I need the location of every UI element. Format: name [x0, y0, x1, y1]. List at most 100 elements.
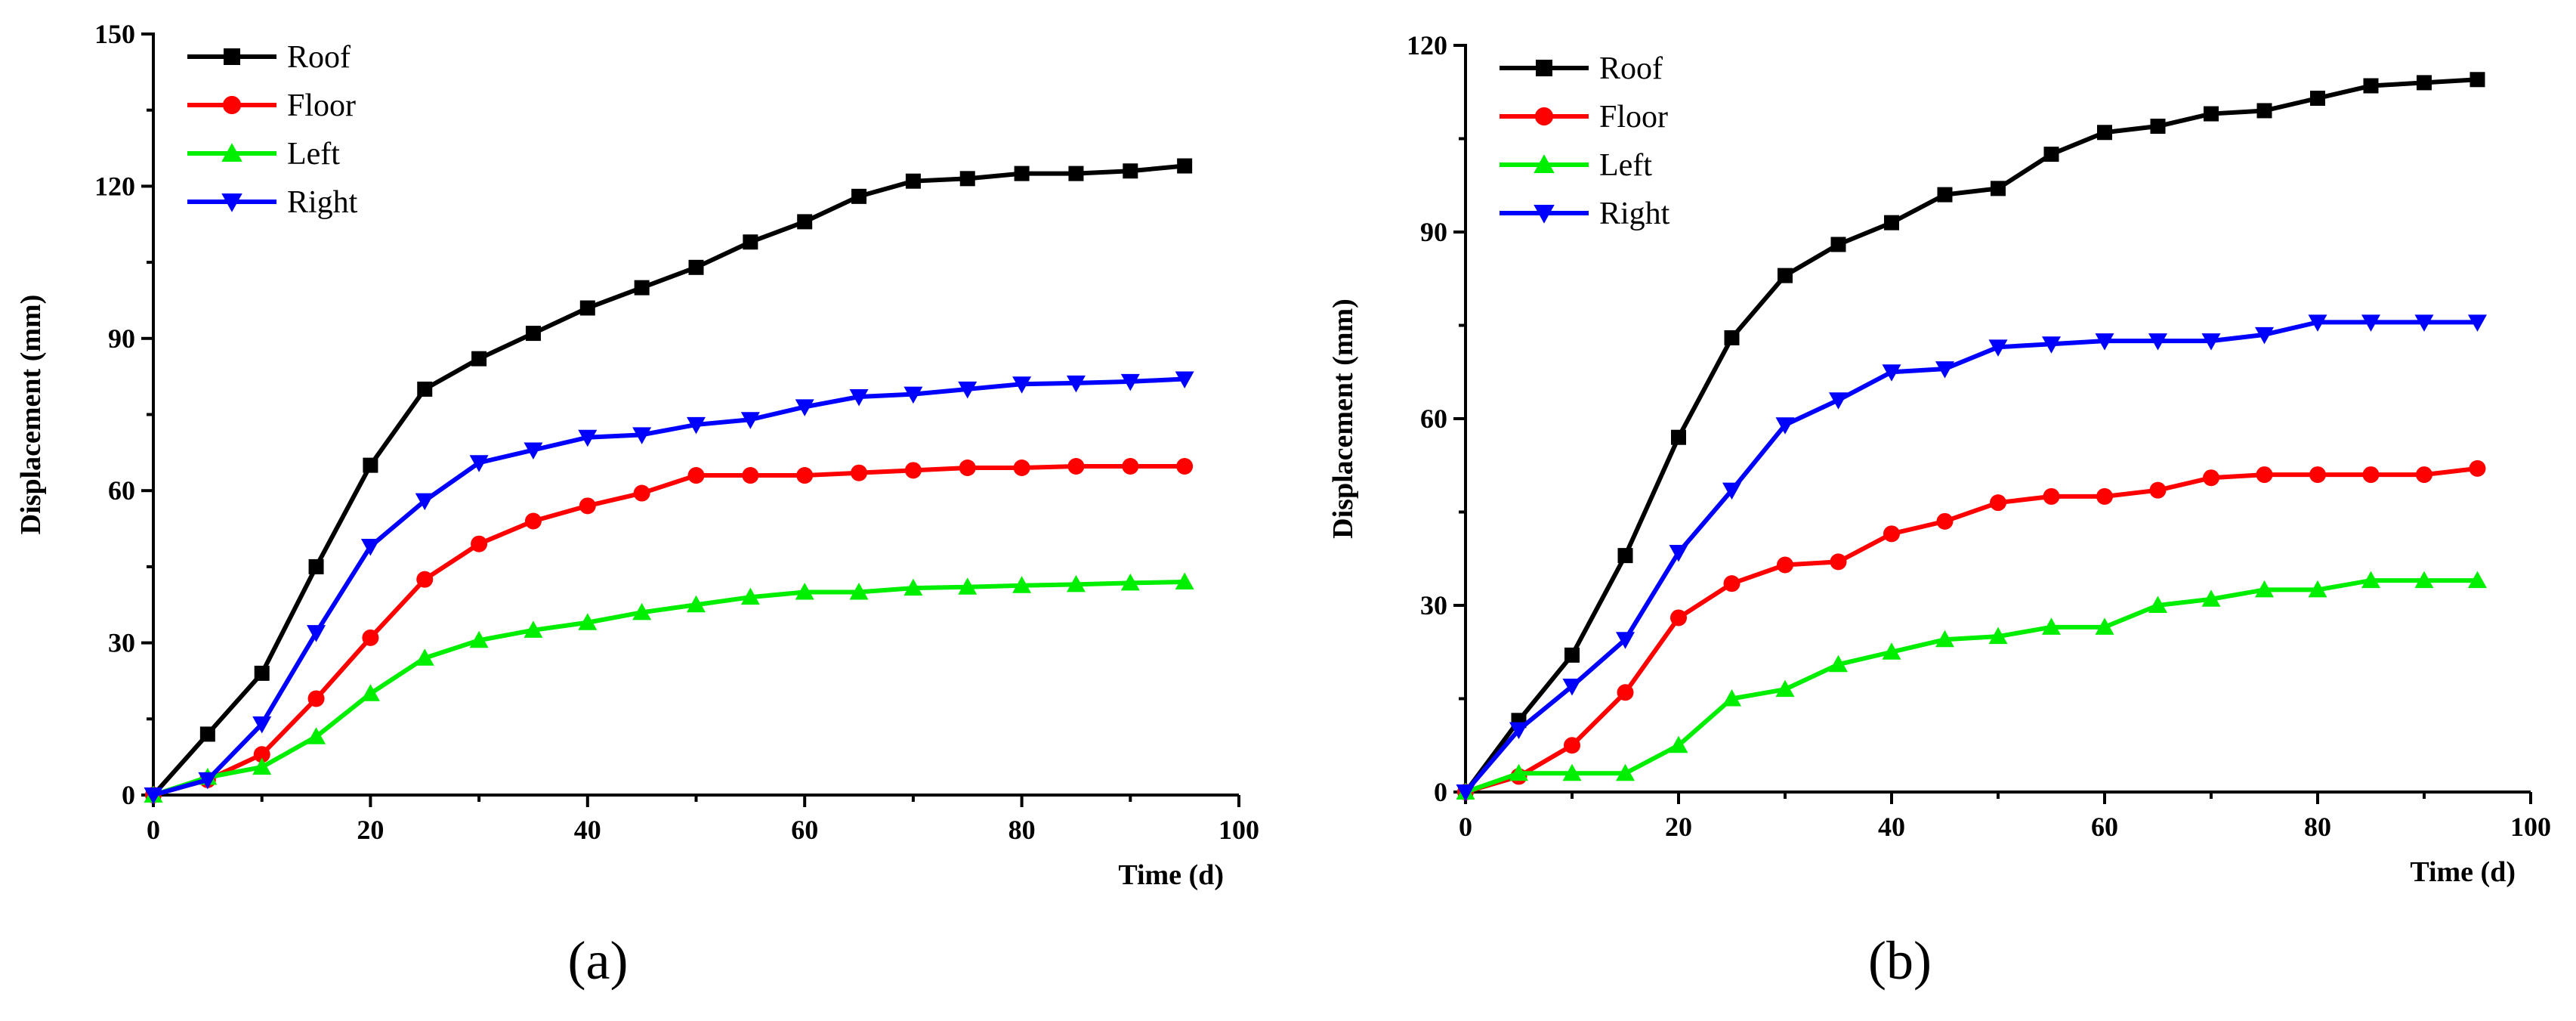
y-tick-label: 120: [94, 171, 135, 201]
marker-triangle-down: [2414, 314, 2434, 332]
x-tick-label: 60: [2091, 812, 2118, 842]
marker-square: [2256, 103, 2272, 119]
marker-circle: [2149, 481, 2167, 499]
marker-square: [1564, 647, 1580, 663]
marker-square: [1177, 158, 1193, 174]
marker-triangle-down: [1562, 679, 1582, 696]
marker-circle: [2203, 469, 2219, 487]
marker-triangle-up: [2468, 571, 2487, 589]
x-tick-label: 0: [1459, 812, 1472, 842]
marker-circle: [633, 484, 650, 502]
marker-triangle-up: [1669, 735, 1688, 753]
chart-a: 0 20 40 60 80 100 0 30 60 90 120 150 Time (d) Displac…: [15, 19, 1259, 991]
marker-triangle-down: [1616, 632, 1635, 649]
marker-triangle-up: [1829, 654, 1848, 673]
marker-triangle-down: [1012, 376, 1032, 394]
marker-triangle-down: [198, 772, 218, 790]
y-tick-label: 30: [108, 628, 135, 658]
marker-triangle-down: [524, 442, 543, 459]
marker-circle: [742, 467, 759, 484]
marker-square: [1830, 237, 1846, 252]
marker-triangle-up: [469, 630, 489, 648]
series-floor: [1457, 459, 2486, 800]
marker-circle: [579, 497, 596, 515]
marker-triangle-up: [795, 582, 814, 600]
marker-square: [2204, 106, 2219, 122]
marker-square: [254, 665, 270, 681]
marker-triangle-down: [903, 386, 923, 404]
marker-triangle-down: [2255, 326, 2274, 345]
marker-square: [688, 259, 704, 275]
x-tick-label: 40: [574, 815, 601, 845]
legend: Roof Floor Left Right: [1500, 51, 1670, 231]
y-axis-title: Displacement (mm): [15, 295, 47, 535]
marker-circle: [1670, 609, 1687, 627]
marker-triangle-up: [1935, 630, 1954, 648]
x-tick-label: 100: [2510, 812, 2551, 842]
marker-triangle-down: [1669, 545, 1688, 562]
y-tick-label: 30: [1420, 590, 1447, 620]
marker-triangle-up: [1012, 576, 1032, 593]
marker-circle: [253, 746, 270, 763]
series-line-floor: [153, 463, 1185, 797]
marker-circle: [1067, 457, 1085, 475]
marker-triangle-down: [415, 493, 434, 511]
y-axis-title: Displacement (mm): [1327, 299, 1359, 539]
marker-square: [905, 173, 921, 189]
marker-square: [1724, 330, 1740, 345]
marker-triangle-down: [1988, 339, 2008, 357]
series-line-right: [1463, 320, 2478, 794]
marker-triangle-down: [1775, 417, 1795, 435]
marker-square: [2150, 119, 2166, 135]
marker-triangle-down: [1882, 364, 1901, 382]
y-tick-label: 0: [1434, 777, 1447, 807]
marker-triangle-up: [524, 620, 543, 638]
marker-square: [743, 234, 758, 250]
marker-circle: [1176, 457, 1194, 475]
marker-square: [1991, 181, 2006, 196]
x-axis-title: Time (d): [1118, 859, 1224, 891]
panel-label: (b): [1868, 930, 1932, 991]
y-tick-label: 0: [122, 780, 135, 810]
y-tick-label: 90: [1420, 217, 1447, 247]
marker-circle: [1564, 737, 1580, 754]
marker-circle: [959, 459, 976, 476]
marker-square: [1014, 166, 1030, 181]
marker-triangle-up: [903, 578, 923, 596]
marker-triangle-up: [221, 143, 242, 162]
marker-triangle-down: [849, 389, 869, 407]
marker-circle: [416, 571, 434, 588]
marker-triangle-up: [1616, 763, 1635, 781]
y-tick-label: 60: [108, 475, 135, 506]
marker-circle: [307, 690, 325, 707]
marker-square: [308, 558, 324, 574]
marker-square: [2043, 147, 2059, 162]
marker-triangle-up: [2201, 589, 2221, 607]
marker-square: [2469, 72, 2485, 88]
marker-circle: [2256, 466, 2273, 484]
marker-circle: [471, 535, 488, 552]
y-tick-label: 150: [94, 19, 135, 49]
marker-triangle-down: [740, 412, 760, 429]
marker-circle: [687, 467, 705, 484]
marker-square: [363, 457, 378, 473]
marker-triangle-down: [1534, 205, 1555, 224]
marker-square: [2363, 78, 2379, 94]
marker-triangle-down: [795, 399, 814, 416]
marker-square: [2097, 125, 2112, 141]
marker-square: [579, 300, 595, 316]
marker-triangle-up: [1509, 763, 1528, 781]
marker-square: [959, 171, 975, 187]
x-axis-title: Time (d): [2410, 856, 2516, 888]
marker-circle: [2362, 466, 2380, 484]
marker-square: [1778, 268, 1793, 283]
y-tick-label: 60: [1420, 404, 1447, 434]
series-left: [144, 572, 1194, 803]
marker-square: [2417, 75, 2432, 91]
marker-triangle-down: [687, 416, 706, 435]
marker-circle: [904, 462, 922, 479]
marker-triangle-down: [144, 787, 163, 805]
legend-label-floor: Floor: [1599, 100, 1668, 135]
marker-square: [417, 381, 433, 397]
x-tick-label: 20: [1665, 812, 1692, 842]
